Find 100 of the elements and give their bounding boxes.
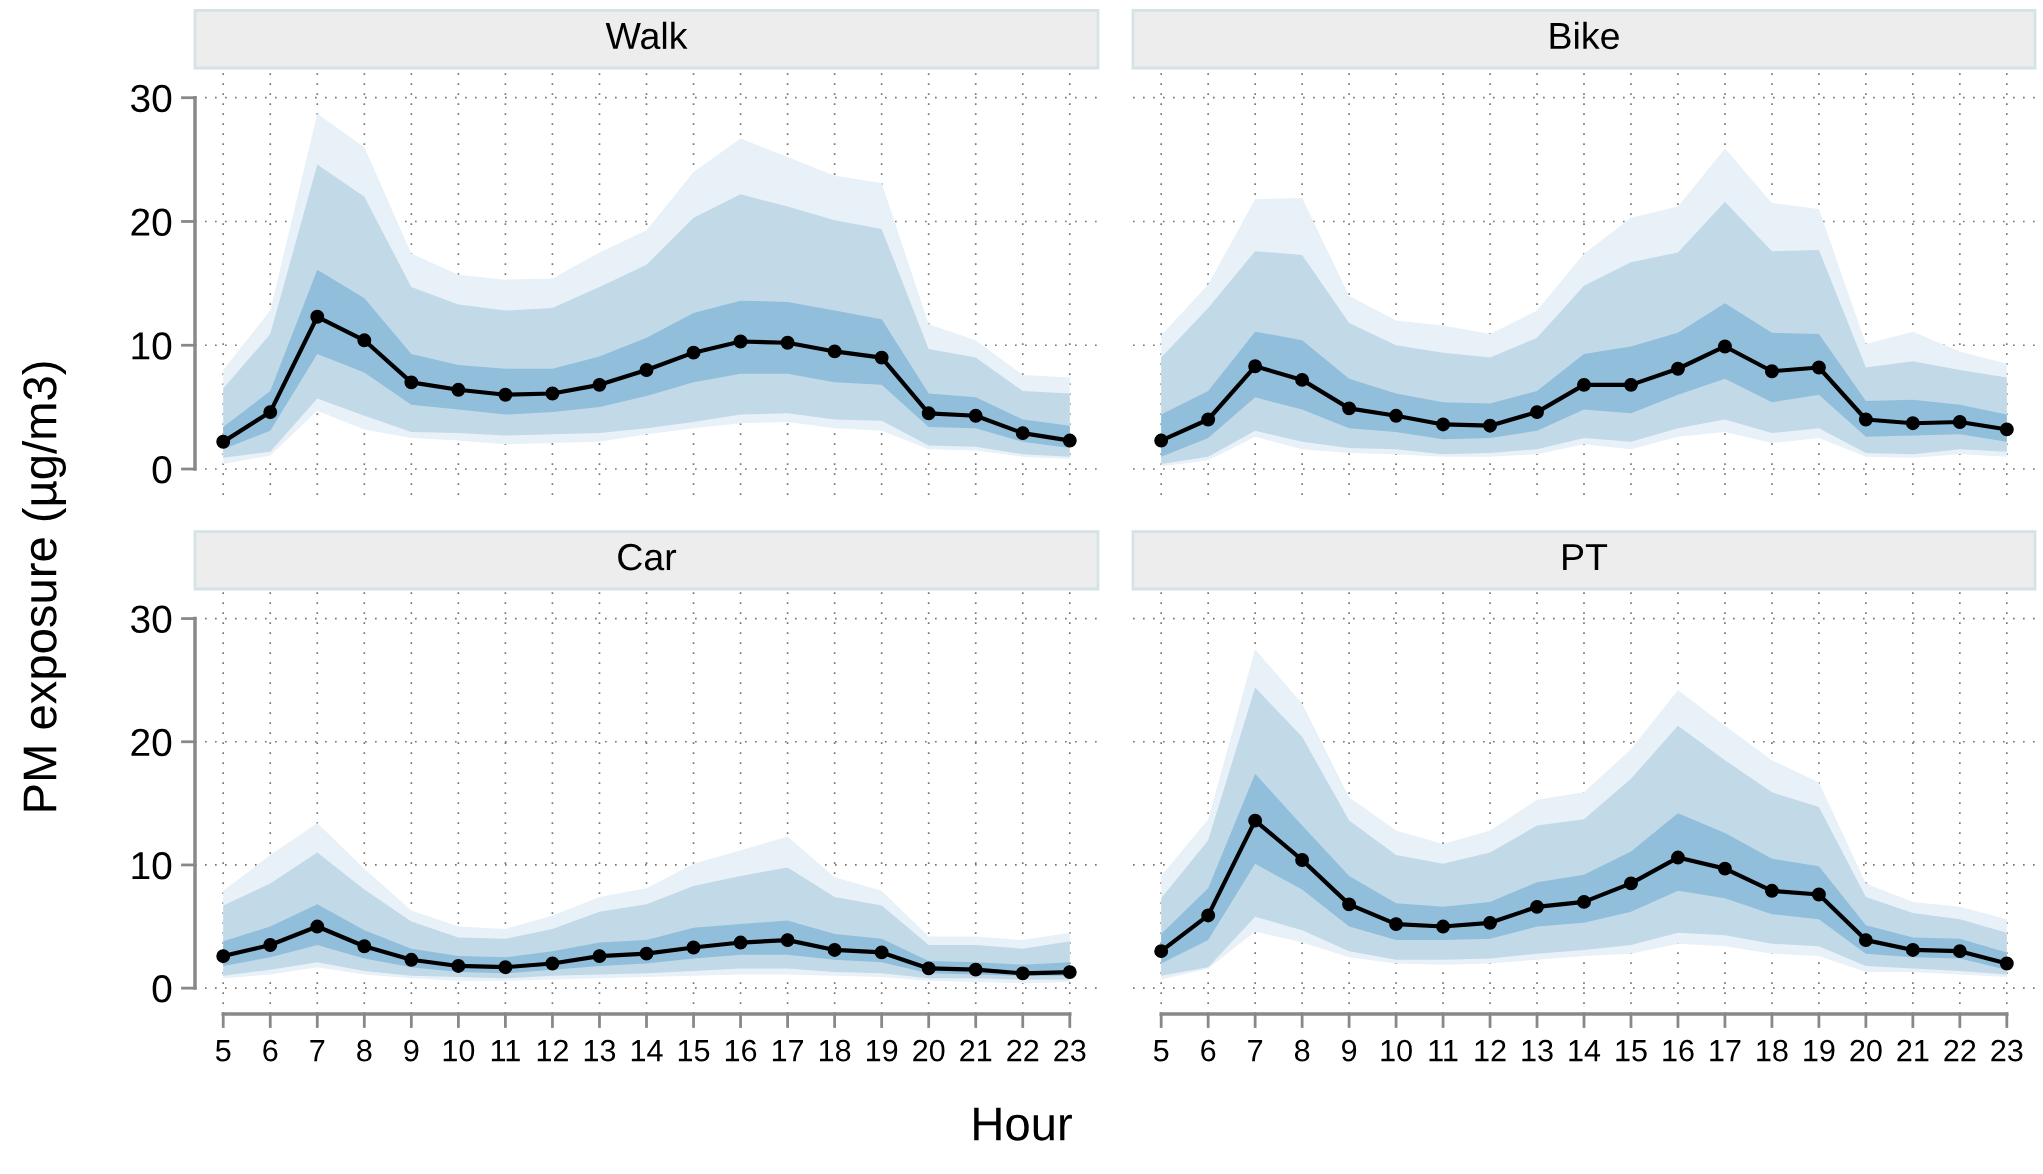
point	[1764, 883, 1779, 898]
x-tick-label: 22	[1007, 1039, 1039, 1062]
chart-title: Bike	[1550, 21, 1619, 50]
point	[1154, 944, 1169, 959]
x-tick-label: 8	[357, 1039, 372, 1062]
point	[592, 377, 607, 392]
point	[1671, 361, 1685, 376]
point	[1811, 887, 1826, 902]
x-tick-label: 20	[1850, 1039, 1882, 1062]
y-tick-label: 0	[152, 975, 172, 1003]
point	[733, 334, 748, 349]
point	[310, 919, 325, 934]
x-tick-label: 5	[1153, 1040, 1169, 1062]
x-tick-label: 11	[1429, 1040, 1458, 1062]
point	[1530, 405, 1544, 420]
x-tick-label: 18	[1757, 1039, 1788, 1062]
point	[1764, 364, 1779, 379]
point	[1483, 915, 1497, 930]
y-tick-label: 10	[132, 851, 172, 880]
point	[1295, 372, 1310, 387]
point	[1154, 433, 1169, 448]
point	[404, 375, 419, 390]
point	[1389, 408, 1404, 423]
x-tick-label: 16	[1663, 1039, 1694, 1062]
point	[1858, 412, 1873, 427]
y-tick-label: 10	[132, 332, 172, 360]
y-tick-label: 20	[131, 728, 172, 757]
point	[263, 405, 278, 420]
x-tick-label: 12	[537, 1039, 568, 1062]
point	[1905, 942, 1920, 957]
y-tick-label: 0	[152, 455, 172, 484]
x-tick-label: 10	[443, 1039, 475, 1062]
x-tick-label: 7	[310, 1040, 325, 1062]
point	[639, 946, 654, 961]
point	[1062, 965, 1077, 980]
point	[1577, 377, 1591, 392]
point	[357, 333, 372, 348]
point	[1577, 894, 1591, 909]
point	[827, 344, 842, 359]
point	[1201, 908, 1216, 923]
point	[1858, 933, 1873, 948]
point	[1295, 853, 1310, 867]
point	[733, 935, 748, 950]
point	[216, 434, 231, 449]
point	[780, 335, 795, 350]
x-tick-label: 23	[1054, 1039, 1086, 1062]
x-tick-label: 10	[1381, 1039, 1412, 1062]
point	[921, 961, 936, 976]
x-tick-label: 6	[1201, 1039, 1216, 1062]
point	[639, 363, 654, 377]
point	[498, 960, 513, 975]
point	[1999, 956, 2014, 971]
x-tick-label: 9	[1342, 1039, 1357, 1062]
x-tick-label: 5	[215, 1040, 231, 1062]
x-tick-label: 7	[1248, 1040, 1263, 1062]
point	[310, 309, 325, 324]
point	[1671, 850, 1685, 865]
x-tick-label: 19	[1804, 1039, 1835, 1062]
x-tick-label: 21	[1897, 1039, 1929, 1062]
point	[1015, 966, 1030, 981]
x-tick-label: 13	[1522, 1039, 1553, 1062]
point	[1483, 418, 1497, 433]
point	[1062, 433, 1077, 448]
point	[1015, 426, 1030, 441]
point	[1248, 359, 1263, 374]
x-tick-label: 14	[1569, 1040, 1601, 1062]
x-tick-label: 17	[1710, 1040, 1741, 1062]
point	[357, 939, 372, 954]
point	[545, 956, 560, 971]
point	[1389, 917, 1404, 932]
point	[686, 345, 701, 360]
point	[216, 949, 231, 964]
point	[968, 962, 983, 977]
point	[1201, 412, 1216, 427]
point	[1717, 339, 1732, 354]
x-tick-label: 16	[725, 1039, 757, 1062]
point	[1905, 416, 1920, 431]
point	[1436, 919, 1451, 934]
x-tick-label: 15	[678, 1040, 710, 1062]
y-tick-label: 30	[131, 84, 172, 113]
x-tick-label: 14	[631, 1040, 663, 1062]
x-tick-label: 6	[263, 1039, 278, 1062]
point	[1342, 401, 1357, 416]
point	[1530, 899, 1544, 914]
x-tick-label: 19	[866, 1039, 898, 1062]
point	[921, 406, 936, 421]
point	[1624, 377, 1638, 392]
x-axis-title: Hour	[974, 1107, 1072, 1141]
point	[1952, 415, 1967, 429]
chart-title: Walk	[605, 21, 688, 50]
point	[686, 940, 701, 955]
point	[451, 382, 466, 397]
y-axis-title: PM exposure (µg/m3)	[22, 362, 67, 811]
point	[1436, 417, 1451, 432]
x-tick-label: 9	[404, 1039, 419, 1062]
point	[451, 959, 466, 973]
y-tick-label: 30	[131, 605, 172, 634]
chart-title: PT	[1563, 544, 1608, 571]
point	[1624, 876, 1638, 891]
point	[1717, 861, 1732, 876]
